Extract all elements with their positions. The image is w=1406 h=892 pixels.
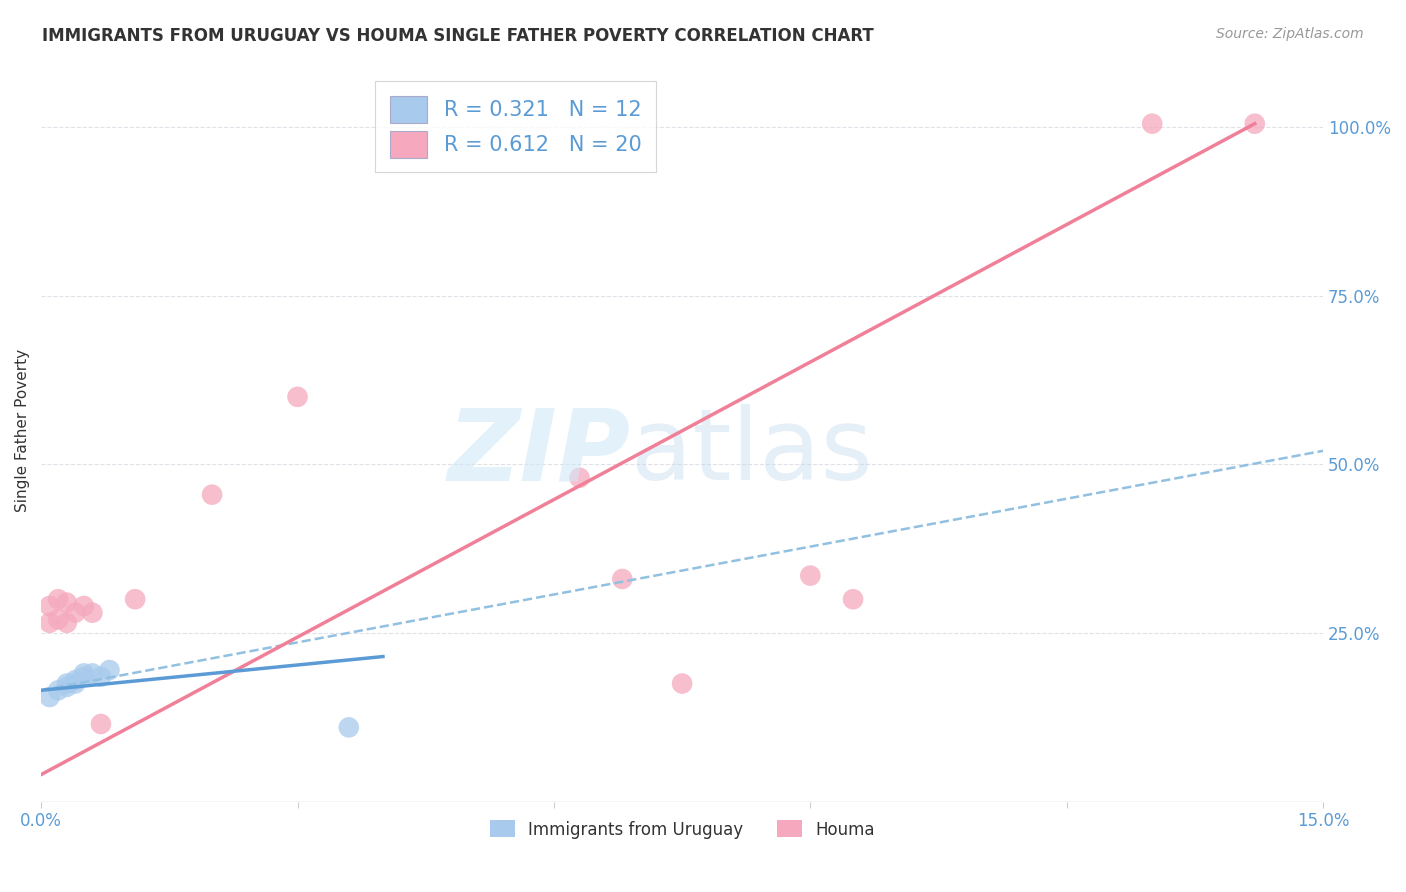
Point	[98, 663, 121, 677]
Point	[46, 612, 69, 626]
Point	[73, 599, 96, 613]
Point	[842, 592, 865, 607]
Y-axis label: Single Father Poverty: Single Father Poverty	[15, 349, 30, 512]
Point	[65, 673, 87, 688]
Point	[90, 670, 112, 684]
Point	[1243, 117, 1265, 131]
Point	[38, 599, 60, 613]
Point	[65, 676, 87, 690]
Point	[337, 720, 360, 734]
Point	[73, 666, 96, 681]
Point	[201, 488, 224, 502]
Point	[55, 596, 77, 610]
Text: ZIP: ZIP	[449, 404, 631, 501]
Point	[799, 568, 821, 582]
Point	[38, 690, 60, 704]
Point	[124, 592, 146, 607]
Text: atlas: atlas	[631, 404, 873, 501]
Point	[287, 390, 309, 404]
Text: IMMIGRANTS FROM URUGUAY VS HOUMA SINGLE FATHER POVERTY CORRELATION CHART: IMMIGRANTS FROM URUGUAY VS HOUMA SINGLE …	[42, 27, 875, 45]
Point	[1140, 117, 1163, 131]
Point	[82, 606, 104, 620]
Point	[46, 683, 69, 698]
Text: Source: ZipAtlas.com: Source: ZipAtlas.com	[1216, 27, 1364, 41]
Point	[82, 666, 104, 681]
Point	[73, 670, 96, 684]
Point	[612, 572, 634, 586]
Legend: Immigrants from Uruguay, Houma: Immigrants from Uruguay, Houma	[484, 814, 882, 846]
Point	[55, 680, 77, 694]
Point	[65, 606, 87, 620]
Point	[90, 717, 112, 731]
Point	[55, 676, 77, 690]
Point	[55, 615, 77, 630]
Point	[671, 676, 693, 690]
Point	[38, 615, 60, 630]
Point	[568, 471, 591, 485]
Point	[46, 592, 69, 607]
